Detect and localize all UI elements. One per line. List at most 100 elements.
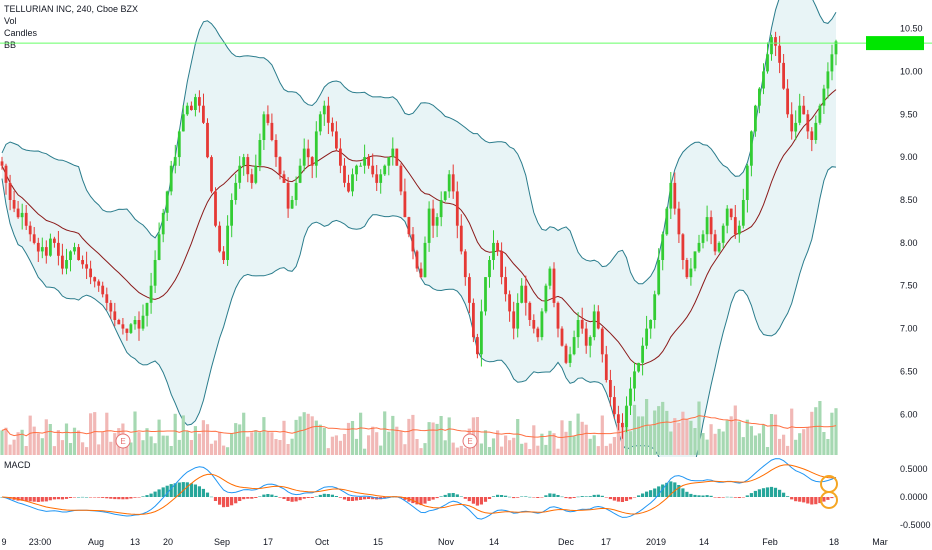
macd-histogram-bar <box>113 497 117 500</box>
volume-bar <box>201 420 205 455</box>
candle-body <box>4 165 8 183</box>
candle-body <box>93 277 97 282</box>
volume-bar <box>141 440 145 455</box>
volume-bar <box>443 440 447 455</box>
time-axis-tick: 14 <box>699 537 709 547</box>
macd-histogram-bar <box>548 493 552 497</box>
volume-bar <box>773 414 778 455</box>
volume-bar <box>826 439 830 455</box>
candle-body <box>524 285 528 303</box>
volume-bar <box>36 433 40 455</box>
macd-histogram-bar <box>467 497 471 502</box>
volume-bar <box>266 431 270 455</box>
volume-bar <box>814 407 818 455</box>
candle-body <box>584 328 588 346</box>
macd-histogram-bar <box>717 497 721 498</box>
candle-body <box>621 422 624 428</box>
volume-bar <box>701 433 705 455</box>
macd-histogram-bar <box>310 497 314 498</box>
candle-body <box>89 268 92 278</box>
candle-body <box>476 337 479 355</box>
volume-bar <box>806 426 810 455</box>
macd-histogram-bar <box>814 497 818 505</box>
macd-histogram-bar <box>568 497 572 499</box>
macd-pane[interactable]: 0.5000 0.0000 -0.5000 9 23:00 Aug 13 20 Sep 17 Oct… <box>0 457 932 550</box>
candle-body <box>701 234 705 243</box>
macd-histogram-bar <box>72 497 77 498</box>
volume-bar <box>4 427 8 455</box>
macd-histogram-bar <box>258 496 262 497</box>
volume-bar <box>246 436 250 455</box>
volume-bar <box>322 427 326 455</box>
macd-label[interactable]: MACD <box>4 460 31 470</box>
macd-histogram-bar <box>483 497 488 502</box>
candle-body <box>32 234 36 243</box>
volume-bar <box>616 419 620 455</box>
macd-histogram-bar <box>592 494 596 497</box>
candle-body <box>125 328 129 333</box>
candle-body <box>375 174 379 183</box>
candle-body <box>286 182 290 209</box>
macd-histogram-bar <box>822 497 826 502</box>
indicator-vol[interactable]: Vol <box>4 16 17 26</box>
volume-bar <box>105 412 109 455</box>
candle-body <box>576 320 580 338</box>
time-axis-tick: Feb <box>762 537 778 547</box>
volume-bar <box>612 437 616 455</box>
candle-body <box>383 165 387 175</box>
indicator-candles[interactable]: Candles <box>4 28 38 38</box>
volume-bar <box>455 447 459 455</box>
candle-body <box>234 182 238 200</box>
candle-body <box>210 157 213 192</box>
macd-histogram-bar <box>431 497 435 500</box>
price-axis-tick: 8.50 <box>900 195 918 205</box>
price-axis-tick: 9.50 <box>900 109 918 119</box>
candle-body <box>552 268 556 303</box>
indicator-bb[interactable]: BB <box>4 40 17 50</box>
price-pane[interactable]: 10.50 10.00 9.50 9.00 8.50 8.00 7.50 7.00 6.50 6.… <box>0 0 932 457</box>
macd-histogram-bar <box>222 497 226 508</box>
time-axis-tick: Aug <box>88 537 104 547</box>
candle-body <box>697 242 701 252</box>
candle-body <box>633 371 636 389</box>
macd-histogram-bar <box>782 492 786 497</box>
volume-bar <box>64 423 69 455</box>
time-axis-tick: 20 <box>163 537 173 547</box>
volume-bar <box>693 428 697 455</box>
candle-body <box>572 337 576 355</box>
macd-histogram-bar <box>77 497 81 498</box>
current-price-marker <box>866 36 924 51</box>
candle-body <box>818 105 822 123</box>
candle-body <box>532 320 536 329</box>
symbol-title[interactable]: TELLURIAN INC, 240, Cboe BZX <box>4 4 139 14</box>
candle-body <box>8 182 12 200</box>
candle-body <box>69 251 72 260</box>
macd-axis-tick: 0.0000 <box>900 492 928 502</box>
candle-body <box>745 165 749 200</box>
volume-bar <box>314 420 318 455</box>
macd-histogram-bar <box>290 497 294 502</box>
chart-legend: TELLURIAN INC, 240, Cboe BZX Vol Candles… <box>4 3 138 51</box>
volume-bar <box>258 432 262 455</box>
volume-bar <box>282 420 286 455</box>
candle-body <box>810 131 814 140</box>
candle-body <box>472 302 475 338</box>
candle-body <box>762 71 765 89</box>
macd-histogram-bar <box>274 495 278 497</box>
candle-body <box>750 131 753 166</box>
volume-bar <box>447 417 451 455</box>
volume-bar <box>371 426 375 455</box>
volume-bar <box>32 426 36 455</box>
volume-bar <box>427 422 431 455</box>
candle-body <box>826 71 830 89</box>
candle-body <box>161 212 165 235</box>
macd-histogram-bar <box>185 482 189 497</box>
price-axis-tick: 7.00 <box>900 324 918 334</box>
time-axis-tick: 15 <box>373 537 383 547</box>
volume-bar <box>737 421 741 455</box>
candle-body <box>242 157 246 166</box>
volume-bar <box>93 412 97 455</box>
volume-bar <box>395 426 399 455</box>
macd-histogram-bar <box>334 496 338 497</box>
macd-histogram-bar <box>246 497 250 499</box>
